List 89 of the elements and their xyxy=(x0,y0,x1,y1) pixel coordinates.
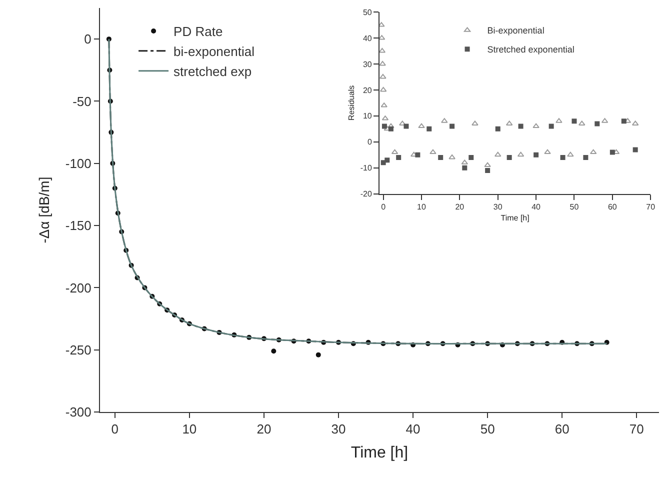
y-tick-label: 10 xyxy=(362,112,372,121)
x-tick-label: 0 xyxy=(381,202,386,212)
y-axis-title: Residuals xyxy=(347,85,356,121)
point xyxy=(388,126,394,132)
point xyxy=(441,118,448,123)
point xyxy=(583,154,588,160)
point xyxy=(418,123,425,128)
point xyxy=(590,149,597,154)
point xyxy=(415,152,420,158)
y-tick-label: 40 xyxy=(362,34,372,43)
x-tick-label: 70 xyxy=(629,422,644,437)
point xyxy=(472,120,478,126)
point xyxy=(621,118,626,124)
point xyxy=(380,22,385,27)
point xyxy=(518,124,524,129)
y-tick-label: -200 xyxy=(65,280,92,296)
point xyxy=(438,154,444,160)
point xyxy=(494,152,502,157)
x-tick-label: 60 xyxy=(608,202,618,212)
point xyxy=(495,126,500,132)
point xyxy=(485,168,490,173)
point xyxy=(382,124,387,129)
point xyxy=(380,86,387,92)
point xyxy=(380,102,388,108)
point xyxy=(380,48,386,53)
point xyxy=(468,154,474,160)
legend-label: Bi-exponential xyxy=(487,26,544,36)
x-axis-title: Time [h] xyxy=(350,444,408,462)
legend-label: PD Rate xyxy=(174,24,223,40)
point xyxy=(517,152,524,157)
x-tick-label: 40 xyxy=(406,422,420,437)
point xyxy=(532,123,540,128)
point xyxy=(544,149,551,154)
point xyxy=(430,149,436,154)
point xyxy=(388,123,394,128)
x-axis-title: Time [h] xyxy=(500,214,530,223)
x-tick-label: 70 xyxy=(646,202,656,212)
point xyxy=(380,74,386,79)
legend-label: Stretched exponential xyxy=(487,44,574,55)
x-tick-label: 10 xyxy=(182,422,197,437)
point xyxy=(391,149,398,154)
x-tick-label: 30 xyxy=(493,202,503,212)
y-tick-label: -100 xyxy=(65,156,92,171)
point xyxy=(560,154,566,160)
x-tick-label: 20 xyxy=(256,422,272,437)
point xyxy=(396,154,402,160)
y-tick-label: -10 xyxy=(360,164,372,173)
point xyxy=(404,124,409,129)
point xyxy=(572,118,577,124)
point xyxy=(271,348,276,354)
point xyxy=(462,165,468,170)
point xyxy=(450,124,455,129)
x-tick-label: 30 xyxy=(331,422,346,437)
y-tick-label: 50 xyxy=(362,8,372,17)
point xyxy=(380,60,386,66)
y-tick-label: 0 xyxy=(84,32,92,47)
y-tick-label: -20 xyxy=(360,190,372,199)
x-tick-label: 10 xyxy=(417,202,426,212)
point xyxy=(610,150,615,155)
point xyxy=(506,154,512,160)
point xyxy=(567,152,574,157)
y-tick-label: 30 xyxy=(362,60,372,69)
point xyxy=(594,121,600,126)
x-tick-label: 20 xyxy=(455,202,465,212)
point xyxy=(316,352,321,358)
x-tick-label: 50 xyxy=(570,202,580,212)
x-tick-label: 50 xyxy=(480,422,495,437)
point xyxy=(632,147,638,152)
y-tick-label: 0 xyxy=(367,138,372,147)
y-tick-label: -300 xyxy=(65,404,92,420)
point xyxy=(484,162,491,168)
y-tick-label: -250 xyxy=(65,342,92,358)
point xyxy=(384,158,390,163)
point xyxy=(399,120,406,126)
y-tick-label: -150 xyxy=(65,218,92,234)
x-tick-label: 0 xyxy=(111,422,119,437)
y-tick-label: 20 xyxy=(362,86,372,95)
point xyxy=(548,124,554,129)
x-tick-label: 60 xyxy=(554,422,570,437)
point xyxy=(556,118,562,123)
legend-label: bi-exponential xyxy=(174,44,255,59)
point xyxy=(426,126,432,132)
y-tick-label: -50 xyxy=(72,94,92,109)
point xyxy=(380,35,386,40)
point xyxy=(448,154,456,160)
legend-label: stretched exp xyxy=(174,64,252,79)
y-axis-title: -Δα [dB/m] xyxy=(36,176,52,244)
point xyxy=(534,152,539,158)
x-tick-label: 40 xyxy=(532,202,542,212)
